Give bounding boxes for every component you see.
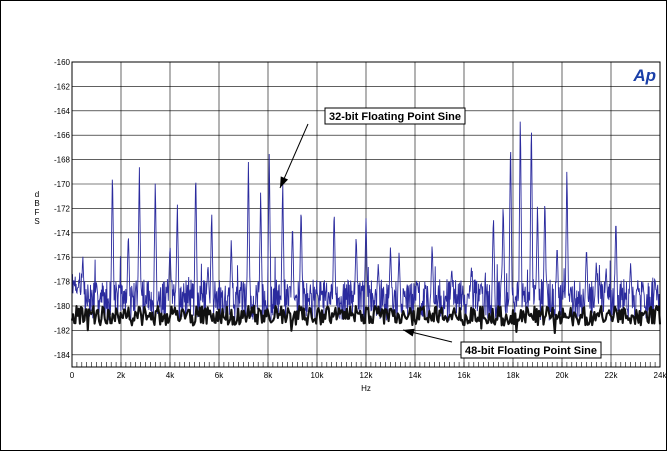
x-tick-label-11: 22k (605, 371, 619, 380)
x-tick-label-6: 12k (360, 371, 374, 380)
y-tick-label-8: -176 (54, 253, 71, 262)
callout-48bit: 48-bit Floating Point Sine (402, 328, 602, 359)
x-tick-label-1: 2k (117, 371, 126, 380)
x-axis-label: Hz (361, 384, 371, 393)
y-tick-label-5: -170 (54, 180, 71, 189)
y-tick-label-3: -166 (54, 131, 71, 140)
x-tick-label-0: 0 (70, 371, 75, 380)
x-tick-label-8: 16k (458, 371, 472, 380)
x-minor-ticks (71, 362, 661, 367)
y-axis-label-char-0: d (35, 190, 39, 199)
x-tick-label-9: 18k (507, 371, 521, 380)
series-32bit (71, 121, 661, 321)
callout-32bit-label: 32-bit Floating Point Sine (329, 111, 461, 123)
y-tick-label-0: -160 (54, 58, 71, 67)
ap-logo: Ap (632, 66, 656, 85)
x-tick-label-4: 8k (264, 371, 273, 380)
callout-32bit-pointer (279, 123, 309, 189)
x-tick-label-7: 14k (409, 371, 423, 380)
x-tick-label-10: 20k (556, 371, 570, 380)
callout-48bit-box (460, 341, 602, 359)
y-tick-label-4: -168 (54, 156, 71, 165)
series-48bit-line (70, 304, 662, 335)
callout-32bit-arrowhead (280, 176, 289, 188)
y-tick-label-2: -164 (54, 107, 71, 116)
y-tick-label-7: -174 (54, 229, 71, 238)
x-tick-label-3: 6k (215, 371, 224, 380)
callout-32bit-box (324, 107, 466, 125)
y-axis-label-char-1: B (34, 199, 39, 208)
ap-logo-text: Ap (632, 66, 656, 85)
y-tick-label-10: -180 (54, 302, 71, 311)
y-tick-label-12: -184 (54, 351, 71, 360)
series-32bit-line (71, 121, 661, 321)
x-tick-label-5: 10k (311, 371, 325, 380)
y-tick-label-11: -182 (54, 326, 71, 335)
x-tick-label-12: 24k (654, 371, 667, 380)
y-tick-label-6: -172 (54, 204, 71, 213)
callout-48bit-label: 48-bit Floating Point Sine (465, 345, 597, 357)
callout-32bit: 32-bit Floating Point Sine (279, 107, 466, 189)
y-axis-label-char-3: S (34, 217, 39, 226)
series-48bit (70, 304, 662, 335)
y-tick-label-1: -162 (54, 82, 71, 91)
callout-48bit-arrowhead (403, 328, 415, 337)
x-tick-label-2: 4k (166, 371, 175, 380)
y-tick-label-9: -178 (54, 278, 71, 287)
x-tick-labels: 0 2k 4k 6k 8k 10k 12k 14k 16k 18k 20k 22k 24k (70, 371, 667, 380)
y-axis-label-char-2: F (35, 208, 40, 217)
y-tick-labels: -160 -162 -164 -166 -168 -170 -172 -174 -176 -178… (54, 58, 71, 360)
